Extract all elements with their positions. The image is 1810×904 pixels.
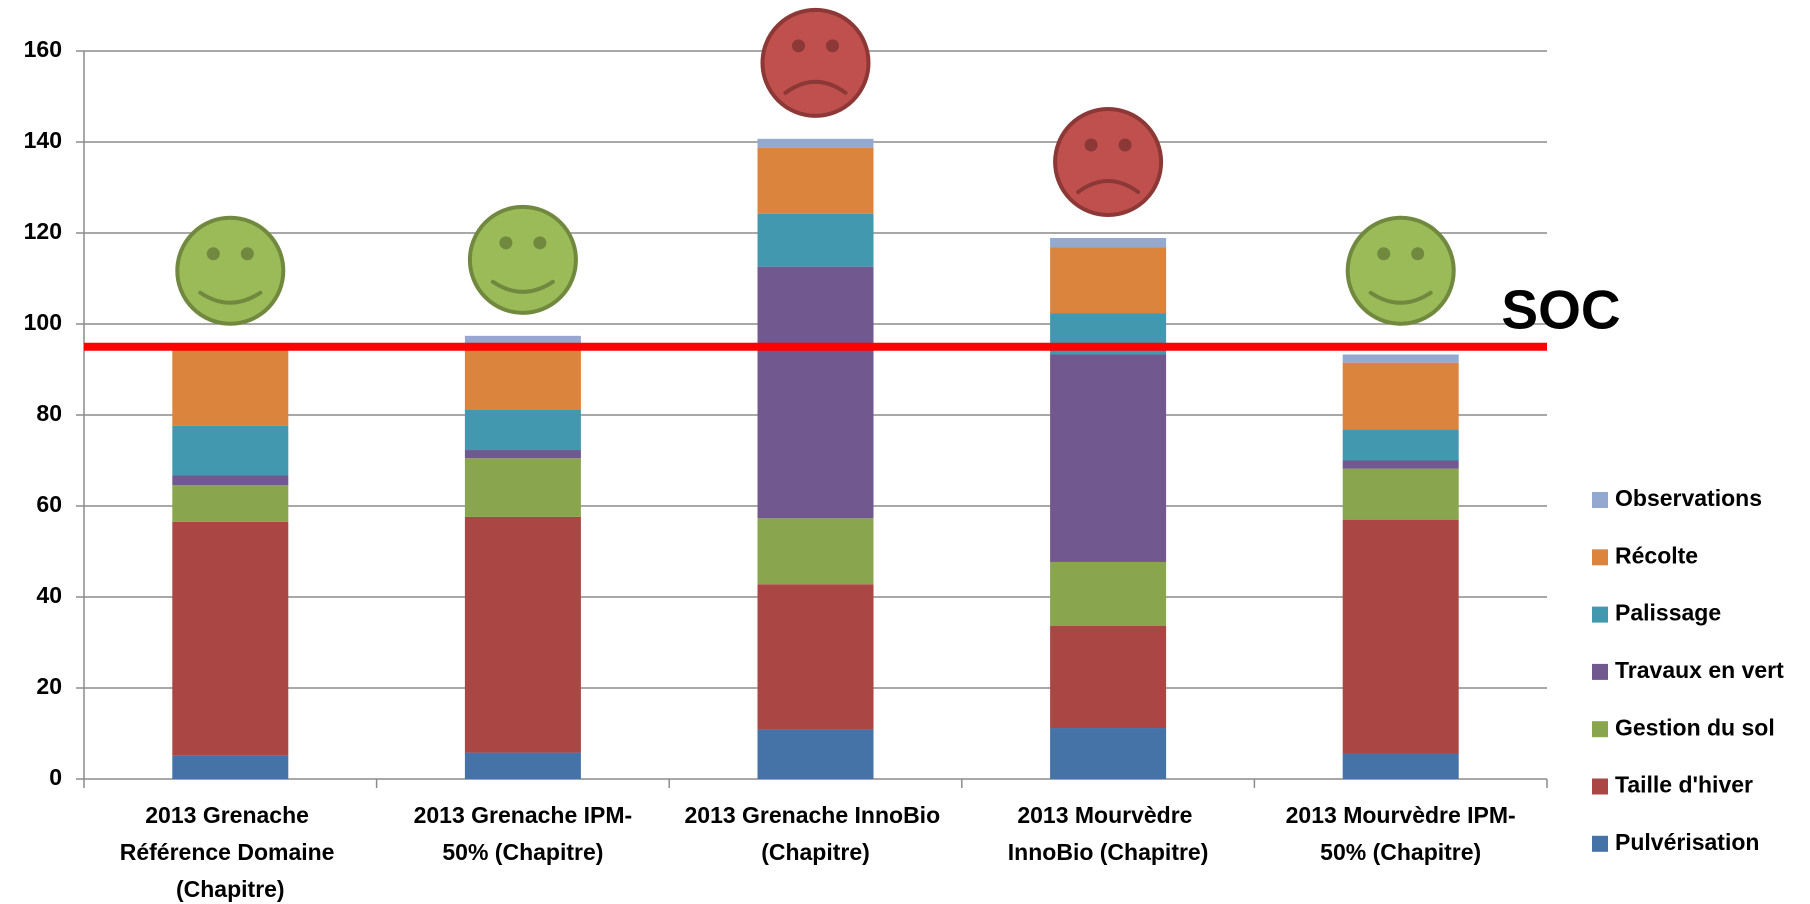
y-tick-label: 140 [24, 127, 62, 153]
face [175, 215, 286, 326]
face-eye [240, 247, 254, 261]
label-line: (Chapitre) [176, 876, 285, 902]
face-icon [175, 215, 286, 326]
bar-segment [172, 755, 289, 779]
y-tick-label: 80 [36, 400, 62, 426]
legend-swatch [1592, 663, 1608, 680]
reference-label: SOC [1501, 279, 1620, 341]
face-mouth [1076, 179, 1141, 195]
label-line: (Chapitre) [761, 839, 870, 865]
label-line: 2013 Mourvèdre [1017, 802, 1199, 828]
legend-swatch [1592, 721, 1608, 738]
face-mouth [490, 279, 555, 294]
face-eye [792, 39, 805, 53]
label-line: 50% (Chapitre) [1320, 839, 1481, 865]
face [1345, 215, 1456, 326]
y-tick-label: 60 [36, 491, 62, 517]
face-eye [1084, 138, 1098, 152]
bar-segment [1050, 354, 1167, 562]
bar-segment [464, 343, 581, 410]
bar-segment [172, 475, 289, 486]
face-eye [1118, 138, 1132, 152]
legend-swatch [1592, 492, 1608, 508]
y-tick-label: 120 [24, 218, 62, 244]
bar-segment [757, 518, 874, 585]
legend-swatch [1592, 835, 1608, 852]
bar-segment [172, 348, 289, 426]
legend-label: Observations [1615, 485, 1762, 511]
legend-label: Palissage [1615, 600, 1721, 626]
legend-label: Taille d'hiver [1615, 772, 1753, 798]
y-tick-label: 160 [24, 36, 62, 62]
bar-segment [1342, 362, 1459, 430]
face-eye [206, 247, 220, 261]
bar-segment [464, 458, 581, 517]
face-mouth [783, 79, 848, 95]
label-line: 2013 Grenache InnoBio [684, 802, 946, 828]
label-line: 2013 Grenache IPM- [414, 802, 633, 828]
bar-segment [1342, 519, 1459, 754]
bar-segment [757, 729, 874, 779]
bar-segment [1342, 460, 1459, 469]
x-tick-label: 2013 Grenache Référence Domaine (Chapitr… [120, 802, 341, 902]
bar-segment [757, 138, 874, 148]
bar-segment [464, 752, 581, 779]
face-icon [467, 204, 578, 315]
bar-segment [464, 335, 581, 344]
label-line: 2013 Grenache [145, 802, 315, 828]
y-tick-label: 40 [36, 582, 62, 608]
face-icon [760, 7, 871, 118]
bar-segment [172, 521, 289, 756]
label-line: InnoBio (Chapitre) [1008, 839, 1209, 865]
face-eye [499, 236, 513, 250]
face-mouth [198, 290, 263, 305]
bar-segment [1342, 753, 1459, 779]
bar-segment [1342, 354, 1459, 363]
bar-segment [757, 584, 874, 730]
face-eye [826, 39, 839, 53]
legend-label: Gestion du sol [1615, 714, 1775, 740]
legend-swatch [1592, 606, 1608, 623]
y-tick-label: 100 [24, 309, 62, 335]
bar-segment [464, 409, 581, 451]
face [760, 7, 871, 118]
bar-segment [464, 450, 581, 459]
label-line: Référence Domaine [120, 839, 341, 865]
bar-segment [172, 485, 289, 522]
label-line: 50% (Chapitre) [442, 839, 603, 865]
face-eye [1411, 247, 1425, 261]
face [467, 204, 578, 315]
face-icon [1345, 215, 1456, 326]
face-eye [1377, 247, 1391, 261]
legend-label: Pulvérisation [1615, 829, 1759, 855]
legend-swatch [1592, 549, 1608, 566]
x-tick-label: 2013 Mourvèdre InnoBio (Chapitre) [1008, 802, 1209, 865]
legend-label: Travaux en vert [1615, 657, 1784, 683]
label-line: 2013 Mourvèdre IPM- [1286, 802, 1516, 828]
y-tick-label: 0 [49, 764, 62, 790]
bar-segment [1050, 728, 1167, 779]
bar-segment [1342, 468, 1459, 520]
bar-segment [464, 516, 581, 753]
bar-segment [757, 266, 874, 519]
bar-segment [1050, 561, 1167, 626]
y-tick-label: 20 [36, 673, 62, 699]
face-mouth [1368, 290, 1433, 305]
legend-swatch [1592, 778, 1608, 795]
legend-label: Récolte [1615, 542, 1698, 568]
bar-segment [1342, 429, 1459, 461]
x-tick-label: 2013 Mourvèdre IPM- 50% (Chapitre) [1286, 802, 1516, 865]
bar-segment [1050, 625, 1167, 729]
face [1053, 107, 1164, 218]
bar-segment [1050, 238, 1167, 248]
bar-segment [1050, 247, 1167, 314]
bar-segment [757, 147, 874, 214]
face-icon [1053, 107, 1164, 218]
face-eye [533, 236, 547, 250]
x-tick-label: 2013 Grenache InnoBio (Chapitre) [684, 802, 946, 865]
bar-segment [757, 213, 874, 267]
x-tick-label: 2013 Grenache IPM- 50% (Chapitre) [414, 802, 633, 865]
bar-segment [172, 425, 289, 476]
